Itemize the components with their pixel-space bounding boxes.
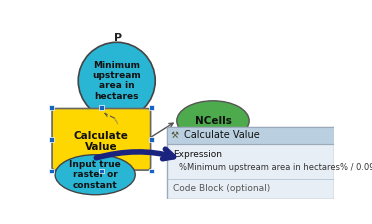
FancyBboxPatch shape: [167, 127, 334, 199]
Ellipse shape: [55, 155, 135, 195]
Text: Input true
raster or
constant: Input true raster or constant: [69, 160, 121, 190]
FancyBboxPatch shape: [52, 108, 151, 170]
Text: ⚒: ⚒: [170, 131, 179, 140]
FancyBboxPatch shape: [167, 127, 334, 144]
Bar: [149, 106, 154, 110]
Bar: [149, 137, 154, 142]
Text: Calculate
Value: Calculate Value: [74, 131, 129, 152]
Bar: [49, 169, 54, 173]
Bar: [99, 106, 104, 110]
Bar: [49, 137, 54, 142]
Text: NCells: NCells: [195, 116, 231, 126]
Text: Expression: Expression: [173, 150, 222, 159]
Circle shape: [78, 42, 155, 119]
Text: Code Block (optional): Code Block (optional): [173, 184, 270, 193]
Text: P: P: [114, 33, 122, 43]
Text: Calculate Value: Calculate Value: [184, 130, 260, 140]
Bar: [49, 106, 54, 110]
Text: Minimum
upstream
area in
hectares: Minimum upstream area in hectares: [92, 61, 141, 101]
Ellipse shape: [177, 101, 249, 141]
Text: %Minimum upstream area in hectares% / 0.09: %Minimum upstream area in hectares% / 0.…: [179, 163, 372, 172]
Text: /: /: [112, 116, 121, 125]
Bar: [149, 169, 154, 173]
Bar: [99, 169, 104, 173]
FancyBboxPatch shape: [169, 129, 336, 202]
